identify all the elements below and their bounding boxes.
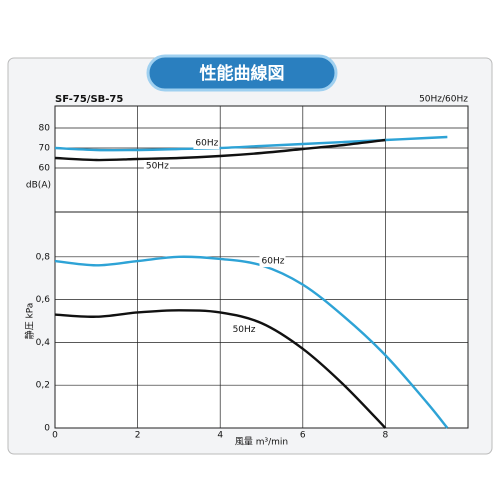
y-tick-label: 0,6 — [36, 295, 51, 305]
model: SF-75/SB-75 — [55, 94, 123, 105]
y-tick-label: 80 — [39, 124, 51, 134]
annotation: 60Hz — [195, 139, 218, 149]
annotation-bg — [259, 255, 286, 268]
annotation-bg — [143, 160, 170, 172]
annotation-bg — [193, 137, 220, 149]
line-series — [54, 309, 387, 429]
annotation: 50Hz — [233, 325, 256, 335]
y-tick-label: 0,8 — [36, 252, 51, 262]
x-tick-label: 6 — [300, 431, 306, 441]
line-series — [54, 138, 386, 162]
x-tick-label: 0 — [52, 431, 58, 441]
frequency: 50Hz/60Hz — [419, 95, 468, 105]
y-tick-label: 0,4 — [36, 338, 51, 348]
y-axis-label: dB(A) — [26, 181, 51, 191]
x-tick-label: 2 — [135, 431, 141, 441]
chart-title: 性能曲線図 — [200, 63, 285, 84]
x-tick-label: 4 — [217, 431, 223, 441]
annotation-bg — [230, 323, 257, 336]
annotation: 60Hz — [262, 257, 285, 267]
annotation: 50Hz — [146, 162, 169, 172]
y-tick-label: 0 — [44, 424, 50, 434]
y-tick-label: 60 — [39, 164, 51, 174]
line-series — [54, 135, 448, 152]
x-tick-label: 8 — [383, 431, 389, 441]
y-axis-label: 静圧 kPa — [24, 303, 36, 340]
y-tick-label: 70 — [39, 144, 51, 154]
x-axis-label: 風量 m³/min — [235, 437, 288, 448]
banner — [146, 54, 338, 92]
y-tick-label: 0,2 — [36, 381, 50, 391]
